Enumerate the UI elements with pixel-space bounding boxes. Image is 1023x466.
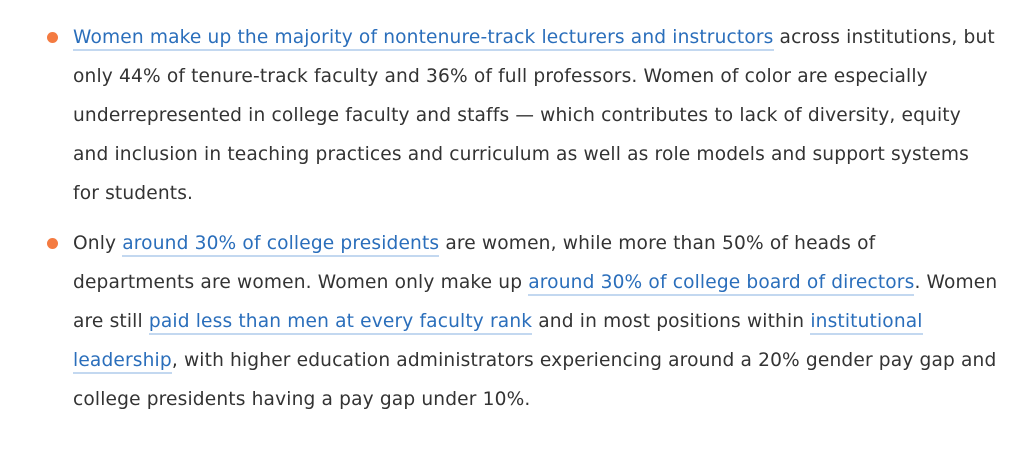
- paragraph-text: Only: [73, 233, 123, 254]
- link-women-majority-lecturers[interactable]: Women make up the majority of nontenure-…: [73, 27, 774, 51]
- bullet-icon: [47, 238, 58, 249]
- list-item: Women make up the majority of nontenure-…: [47, 18, 998, 213]
- bullet-icon: [47, 32, 58, 43]
- link-board-of-directors[interactable]: around 30% of college board of directors: [528, 272, 915, 296]
- paragraph-text: are women, while more than 50% of heads …: [73, 233, 876, 293]
- list-item: Only around 30% of college presidents ar…: [47, 224, 998, 419]
- link-faculty-pay[interactable]: paid less than men at every faculty rank: [148, 311, 533, 335]
- bullet-list: Women make up the majority of nontenure-…: [47, 18, 998, 430]
- paragraph-text: and in most positions within: [532, 311, 811, 332]
- paragraph-text: across institutions, but only 44% of ten…: [73, 27, 995, 204]
- link-college-presidents[interactable]: around 30% of college presidents: [122, 233, 440, 257]
- link-institutional-leadership[interactable]: institutional leadership: [73, 311, 923, 374]
- paragraph-text: , with higher education administrators e…: [73, 350, 997, 410]
- paragraph-text: . Women are still: [73, 272, 998, 332]
